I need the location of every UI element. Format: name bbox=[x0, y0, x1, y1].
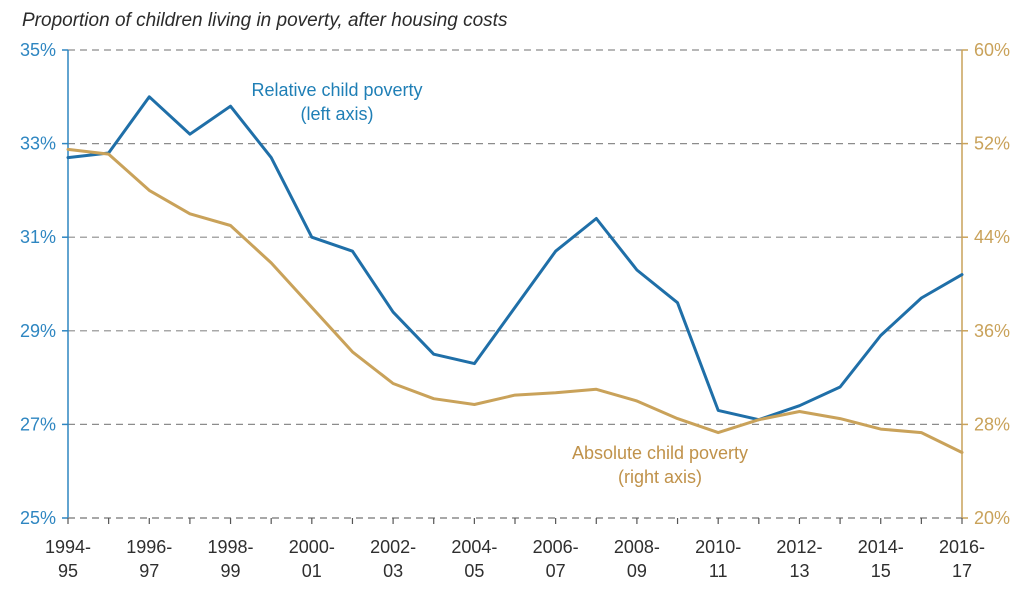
annotation-absolute-line1: Absolute child poverty bbox=[572, 443, 748, 463]
annotation-relative-line2: (left axis) bbox=[300, 104, 373, 124]
right-tick-label: 20% bbox=[974, 508, 1010, 528]
x-tick-label: 2000- bbox=[289, 537, 335, 557]
left-tick-label: 29% bbox=[20, 321, 56, 341]
right-tick-label: 28% bbox=[974, 414, 1010, 434]
x-tick-label: 95 bbox=[58, 561, 78, 581]
left-tick-label: 27% bbox=[20, 414, 56, 434]
absolute-poverty-line bbox=[66, 147, 964, 454]
x-tick-label: 97 bbox=[139, 561, 159, 581]
x-tick-label: 2016- bbox=[939, 537, 985, 557]
x-tick-label: 07 bbox=[546, 561, 566, 581]
right-tick-label: 52% bbox=[974, 134, 1010, 154]
gridlines bbox=[68, 49, 962, 425]
x-tick-label: 09 bbox=[627, 561, 647, 581]
x-tick-label: 01 bbox=[302, 561, 322, 581]
left-tick-label: 25% bbox=[20, 508, 56, 528]
x-tick-label: 11 bbox=[709, 561, 728, 581]
relative-poverty-line bbox=[66, 95, 964, 422]
left-tick-label: 35% bbox=[20, 40, 56, 60]
x-tick-label: 1998- bbox=[208, 537, 254, 557]
left-tick-label: 33% bbox=[20, 134, 56, 154]
x-tick-label: 2010- bbox=[695, 537, 741, 557]
x-tick-label: 15 bbox=[871, 561, 891, 581]
x-tick-label: 99 bbox=[221, 561, 241, 581]
x-tick-label: 2002- bbox=[370, 537, 416, 557]
x-tick-label: 2012- bbox=[776, 537, 822, 557]
x-tick-label: 03 bbox=[383, 561, 403, 581]
left-tick-label: 31% bbox=[20, 227, 56, 247]
axes bbox=[62, 49, 968, 524]
x-tick-label: 1996- bbox=[126, 537, 172, 557]
x-tick-label: 17 bbox=[952, 561, 972, 581]
x-tick-label: 2004- bbox=[451, 537, 497, 557]
x-tick-label: 05 bbox=[464, 561, 484, 581]
x-tick-label: 2006- bbox=[533, 537, 579, 557]
right-tick-label: 44% bbox=[974, 227, 1010, 247]
tick-labels: 25% 27% 29% 31% 33% 35% 20% 28% 36% 44% 52% 60% 1994… bbox=[20, 40, 1010, 581]
annotation-relative-line1: Relative child poverty bbox=[251, 80, 422, 100]
right-tick-label: 60% bbox=[974, 40, 1010, 60]
x-tick-label: 2008- bbox=[614, 537, 660, 557]
x-tick-label: 13 bbox=[789, 561, 809, 581]
right-tick-label: 36% bbox=[974, 321, 1010, 341]
x-tick-label: 2014- bbox=[858, 537, 904, 557]
chart-title: Proportion of children living in poverty… bbox=[22, 10, 508, 31]
series-lines bbox=[66, 95, 964, 454]
annotation-absolute-line2: (right axis) bbox=[618, 467, 702, 487]
x-tick-label: 1994- bbox=[45, 537, 91, 557]
